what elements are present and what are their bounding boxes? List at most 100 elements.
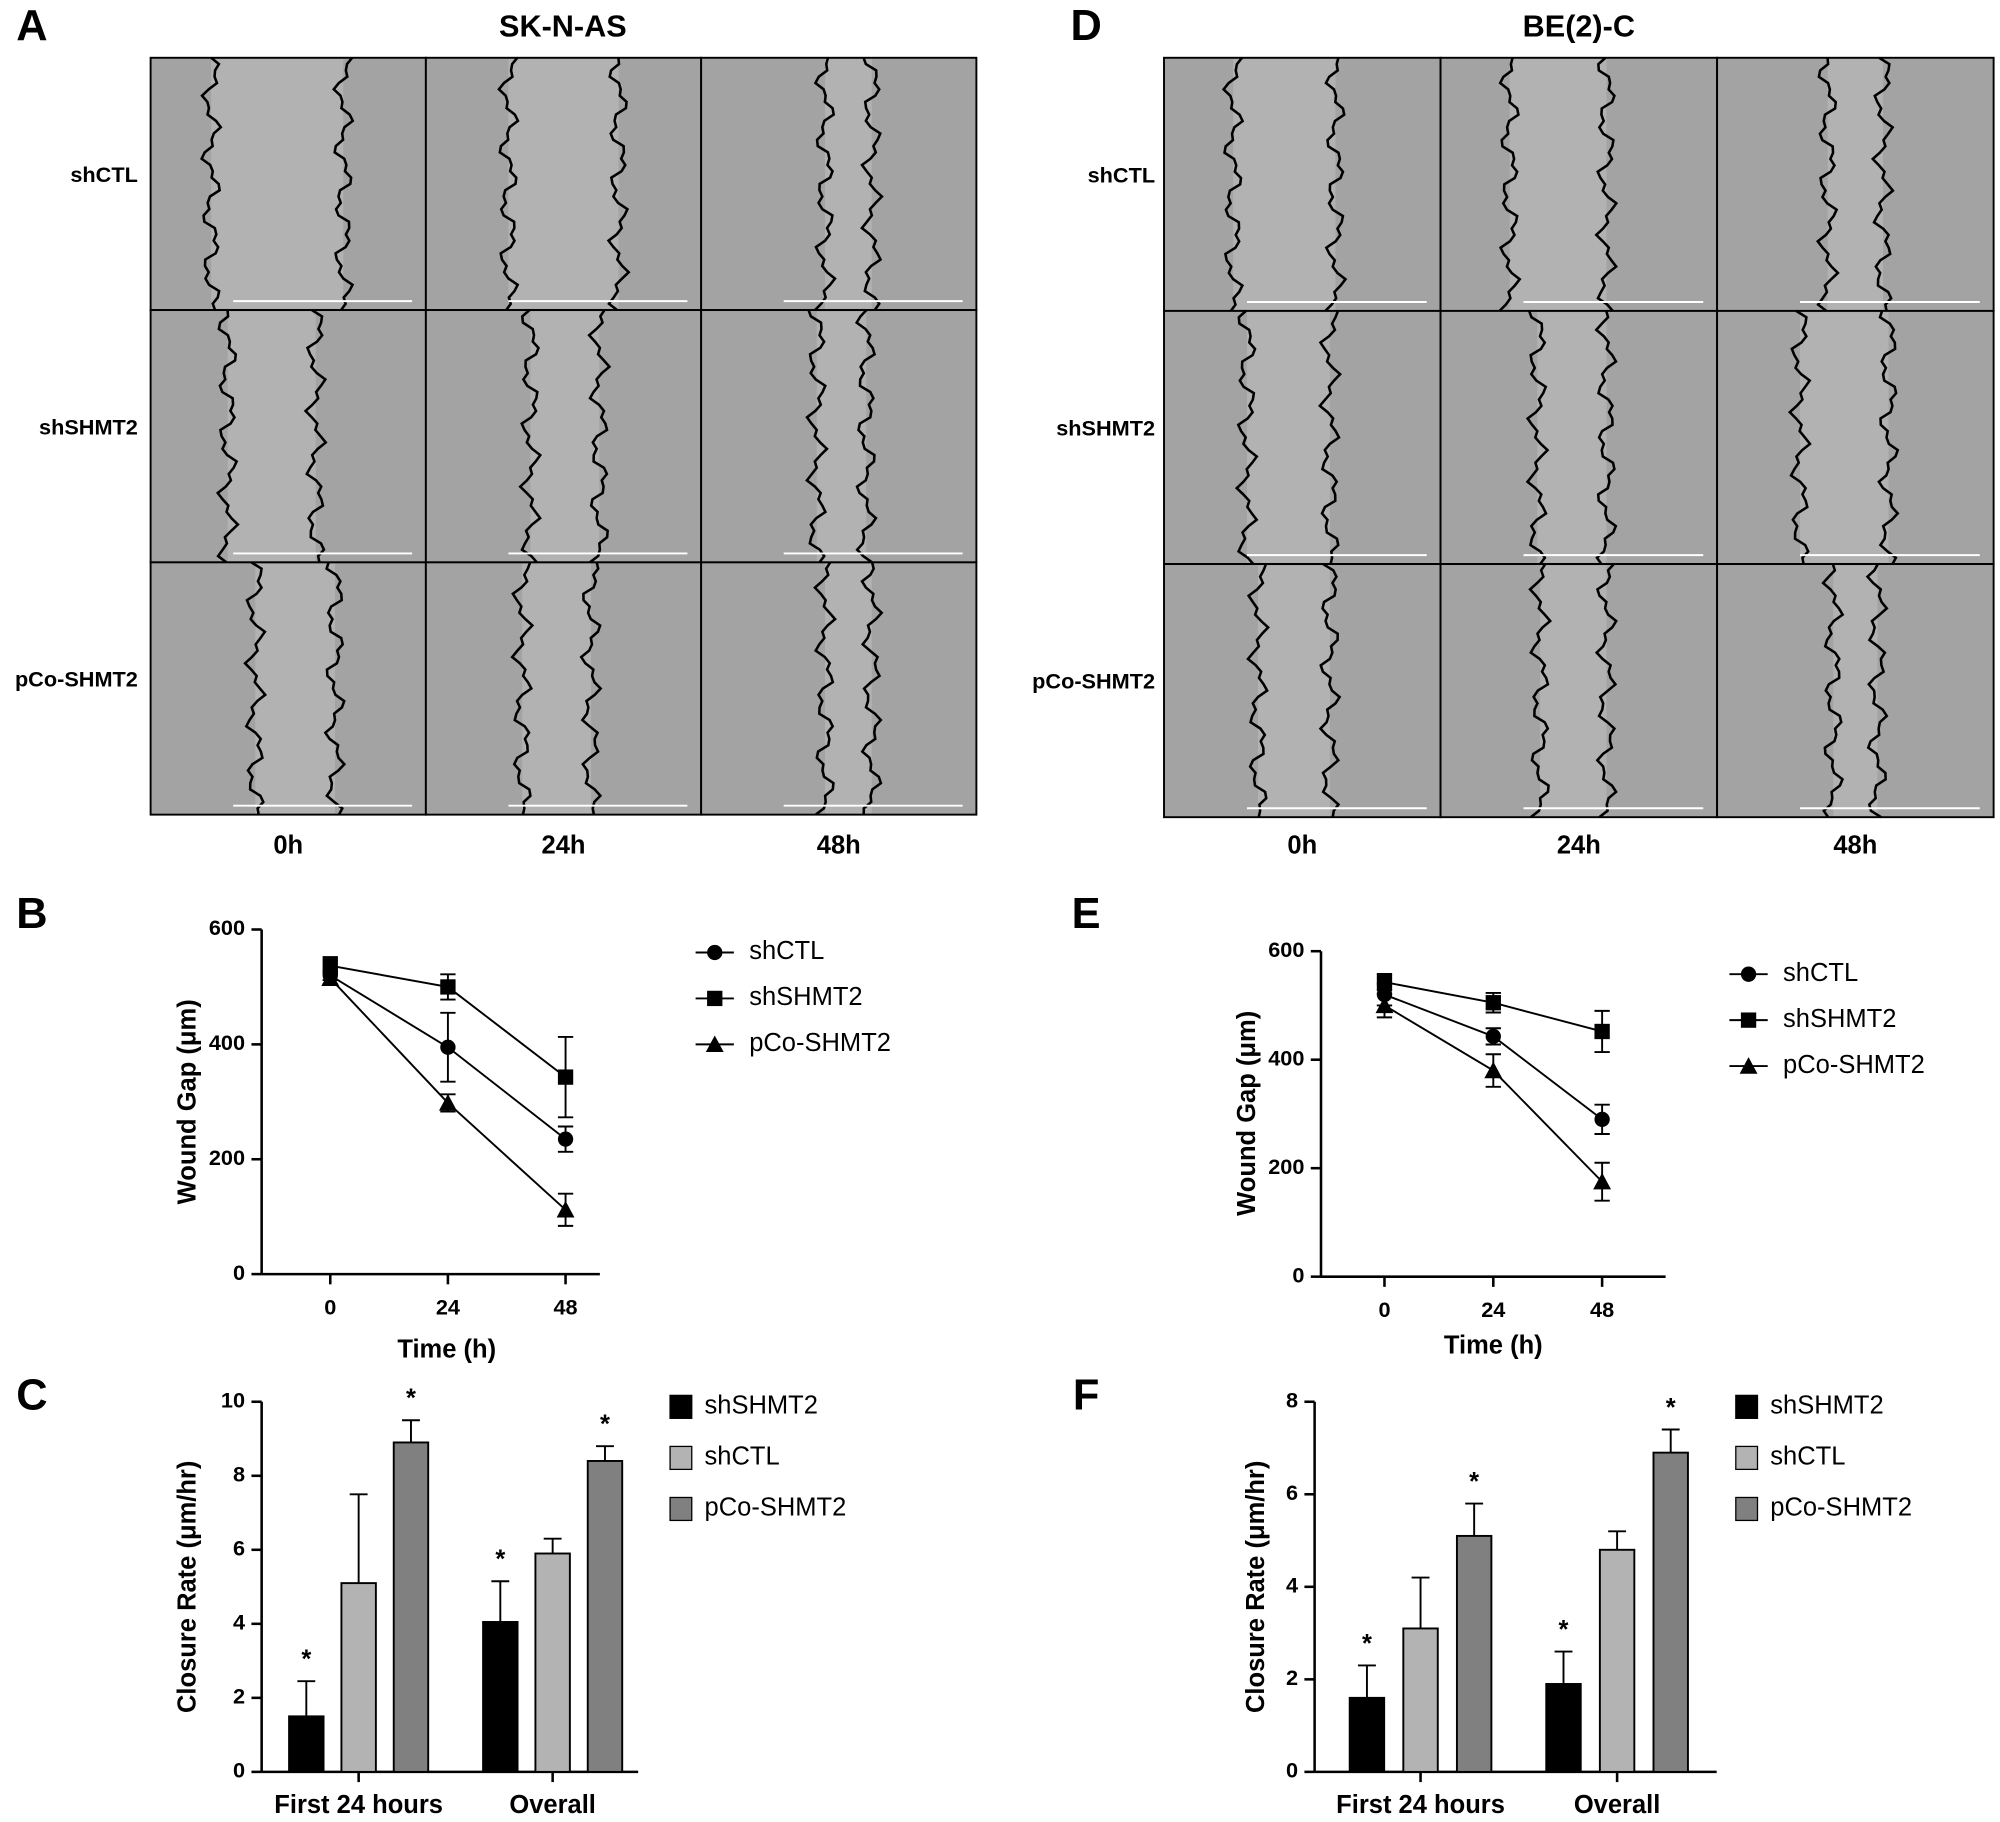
row-label: shCTL	[70, 162, 137, 187]
legend-label: shCTL	[1783, 959, 1858, 987]
wound-gap	[255, 563, 336, 814]
column-label: 48h	[1833, 831, 1877, 859]
legend-label: pCo-SHMT2	[1783, 1051, 1925, 1079]
x-axis-label: Time (h)	[397, 1335, 496, 1363]
wound-gap	[1827, 59, 1884, 310]
y-axis-label: Wound Gap (μm)	[1233, 1011, 1261, 1216]
marker	[1376, 974, 1393, 990]
y-axis-label: Closure Rate (μm/hr)	[1242, 1461, 1270, 1713]
x-tick-label: Overall	[509, 1791, 596, 1819]
wound-edge	[243, 561, 268, 815]
x-tick-label: 24	[436, 1294, 460, 1319]
wound-gap	[1246, 312, 1330, 563]
marker	[1593, 1172, 1612, 1190]
wound-edge	[805, 309, 829, 564]
y-tick-label: 0	[233, 1758, 245, 1783]
wound-edge	[587, 309, 612, 564]
y-tick-label: 200	[1268, 1154, 1304, 1179]
marker	[440, 1039, 456, 1055]
significance: *	[1666, 1394, 1676, 1422]
wound-edge	[497, 56, 520, 311]
wound-edge	[860, 562, 884, 815]
panel-letter: E	[1072, 890, 1101, 938]
wound-edge	[579, 562, 603, 815]
panel-letter: B	[16, 890, 47, 938]
marker	[321, 969, 340, 986]
y-tick-label: 400	[1268, 1045, 1304, 1070]
significance: *	[301, 1646, 311, 1674]
column-label: 24h	[1557, 831, 1601, 859]
legend-label: shCTL	[705, 1443, 780, 1471]
legend-swatch	[1735, 1445, 1759, 1471]
bar	[288, 1715, 325, 1773]
significance: *	[600, 1410, 610, 1438]
legend-label: pCo-SHMT2	[749, 1029, 891, 1057]
bar	[1402, 1627, 1439, 1773]
legend-label: shSHMT2	[749, 983, 862, 1011]
wound-gap	[1258, 565, 1330, 816]
legend-label: pCo-SHMT2	[705, 1494, 847, 1522]
wound-edge	[518, 309, 543, 564]
wound-gap	[522, 563, 592, 814]
wound-edge	[303, 309, 328, 563]
significance: *	[1559, 1616, 1569, 1644]
wound-gap	[211, 59, 344, 309]
wound-edge	[1498, 57, 1522, 312]
error-bar	[543, 1537, 562, 1554]
column-label: 0h	[273, 831, 303, 859]
panel-letter: F	[1073, 1371, 1100, 1419]
bar	[482, 1621, 519, 1773]
y-tick-label: 200	[209, 1145, 245, 1170]
bar	[1598, 1548, 1636, 1773]
y-tick-label: 4	[1286, 1573, 1298, 1598]
column-label: 0h	[1287, 831, 1317, 859]
column-label: 48h	[817, 831, 861, 859]
wound-edge	[215, 310, 240, 564]
y-tick-label: 6	[1286, 1480, 1298, 1505]
marker	[322, 958, 338, 974]
error-bar	[297, 1680, 316, 1717]
wound-edge	[332, 56, 355, 311]
legend-label: shSHMT2	[1783, 1005, 1896, 1033]
wound-gap	[1509, 59, 1607, 310]
wound-gap	[1537, 312, 1607, 563]
marker	[1484, 1061, 1503, 1079]
marker	[705, 1035, 724, 1053]
marker	[1739, 1057, 1758, 1074]
legend-swatch	[1735, 1394, 1759, 1419]
wound-gap	[530, 311, 600, 562]
legend-swatch	[669, 1496, 693, 1522]
y-tick-label: 8	[233, 1462, 245, 1487]
panel-title: SK-N-AS	[499, 10, 627, 44]
legend-label: shCTL	[749, 937, 824, 965]
y-tick-label: 2	[1286, 1665, 1298, 1690]
wound-edge	[510, 561, 535, 815]
wound-edge	[606, 57, 631, 312]
error-bar	[349, 1493, 368, 1584]
marker	[1740, 966, 1757, 982]
x-tick-label: 48	[1590, 1297, 1614, 1322]
panel-letter: D	[1070, 2, 1101, 50]
row-label: shSHMT2	[39, 414, 138, 439]
bar	[392, 1441, 430, 1773]
wound-gap	[1540, 565, 1607, 816]
x-axis-label: Time (h)	[1444, 1332, 1543, 1360]
panel-letter: A	[16, 2, 47, 50]
wound-gap	[1800, 312, 1889, 563]
wound-edge	[1234, 309, 1259, 565]
y-tick-label: 0	[1292, 1262, 1304, 1287]
wound-gap	[816, 311, 867, 562]
wound-edge	[1787, 309, 1812, 565]
bar	[1545, 1683, 1582, 1773]
wound-edge	[1877, 310, 1900, 565]
error-bar	[1608, 1530, 1627, 1550]
row-label: pCo-SHMT2	[15, 667, 138, 692]
wound-edge	[323, 561, 347, 816]
x-tick-label: 24	[1481, 1297, 1505, 1322]
error-bar	[1661, 1428, 1680, 1453]
marker	[557, 1131, 574, 1147]
panel-letter: C	[16, 1371, 47, 1419]
marker	[1594, 1111, 1610, 1128]
panel-title: BE(2)-C	[1523, 10, 1635, 44]
